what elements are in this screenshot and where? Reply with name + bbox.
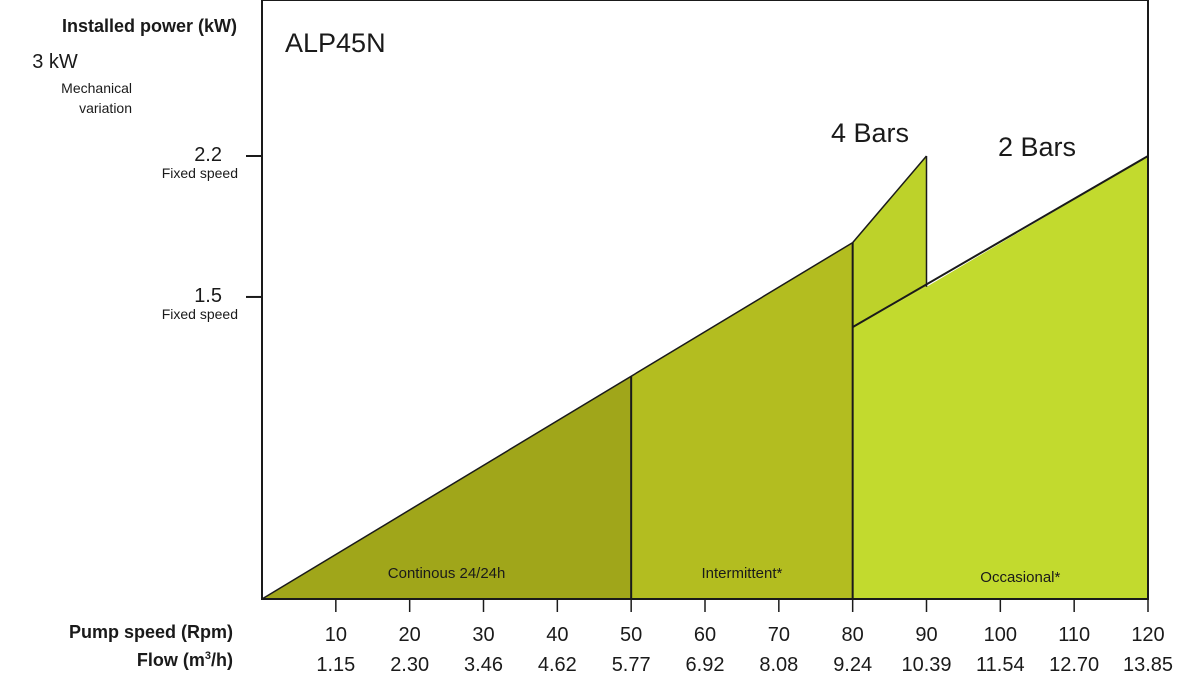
x-tick-label: 40 [546,624,568,646]
x-tick-flow-label: 6.92 [686,654,725,675]
x-axis-label-flow: Flow (m3/h) [137,650,233,670]
region-labels: Continous 24/24h Intermittent* Occasional* [388,565,1061,586]
y-axis-label: Installed power (kW) [62,16,237,36]
y-top-note-1: Mechanical [61,80,132,96]
chart-title: ALP45N [285,28,386,58]
chart-fills [262,156,1148,599]
series-label-2-bars: 2 Bars [998,132,1076,162]
x-tick-flow-label: 12.70 [1049,654,1099,675]
x-tick-flow-label: 5.77 [612,654,651,675]
x-axis-label-flow-post: /h) [211,650,233,670]
chart-lines [261,155,1149,600]
x-tick-flow-label: 11.54 [976,654,1025,675]
series-line-4-bars [261,241,854,600]
series-label-4-bars: 4 Bars [831,118,909,148]
x-tick-label: 80 [842,624,864,646]
x-tick-label: 100 [984,624,1017,646]
x-tick-flow-label: 9.24 [833,654,872,675]
x-tick-label: 30 [472,624,494,646]
y-tick-sublabel: Fixed speed [162,165,238,181]
x-tick-flow-label: 8.08 [759,654,798,675]
region-label: Intermittent* [701,565,782,582]
y-top-value: 3 kW [32,51,78,73]
x-tick-flow-label: 10.39 [901,654,951,675]
region-label: Continous 24/24h [388,565,506,582]
x-axis-label-speed: Pump speed (Rpm) [69,622,233,642]
series-line-4-bars-tip [852,155,928,244]
x-tick-label: 60 [694,624,716,646]
x-tick-label: 90 [915,624,937,646]
x-tick-label: 110 [1058,624,1090,646]
x-tick-label: 70 [768,624,790,646]
x-tick-flow-label: 3.46 [464,654,503,675]
region-fill-intermittent [631,242,853,599]
y-tick-sublabel: Fixed speed [162,306,238,322]
y-top-note-2: variation [79,100,132,116]
y-tick-label: 1.5 [194,285,222,307]
x-tick-flow-label: 2.30 [390,654,429,675]
x-tick-label: 120 [1131,624,1164,646]
x-axis-label-flow-sup: 3 [205,650,211,662]
x-tick-flow-label: 4.62 [538,654,577,675]
region-fill-occasional [852,156,1148,599]
x-tick-label: 20 [399,624,421,646]
series-line-2-bars [852,155,1149,329]
x-tick-flow-label: 1.15 [316,654,355,675]
region-label: Occasional* [980,569,1060,586]
x-tick-flow-label: 13.85 [1123,654,1173,675]
y-tick-label: 2.2 [194,144,222,166]
x-ticks: 10 1.15 20 2.30 30 3.46 40 4.62 50 5.77 60 6.92 70 8.… [316,599,1173,675]
x-axis-label-flow-pre: Flow (m [137,650,205,670]
x-tick-label: 10 [325,624,347,646]
region-fill-4bars-tip [852,156,927,328]
x-tick-label: 50 [620,624,642,646]
